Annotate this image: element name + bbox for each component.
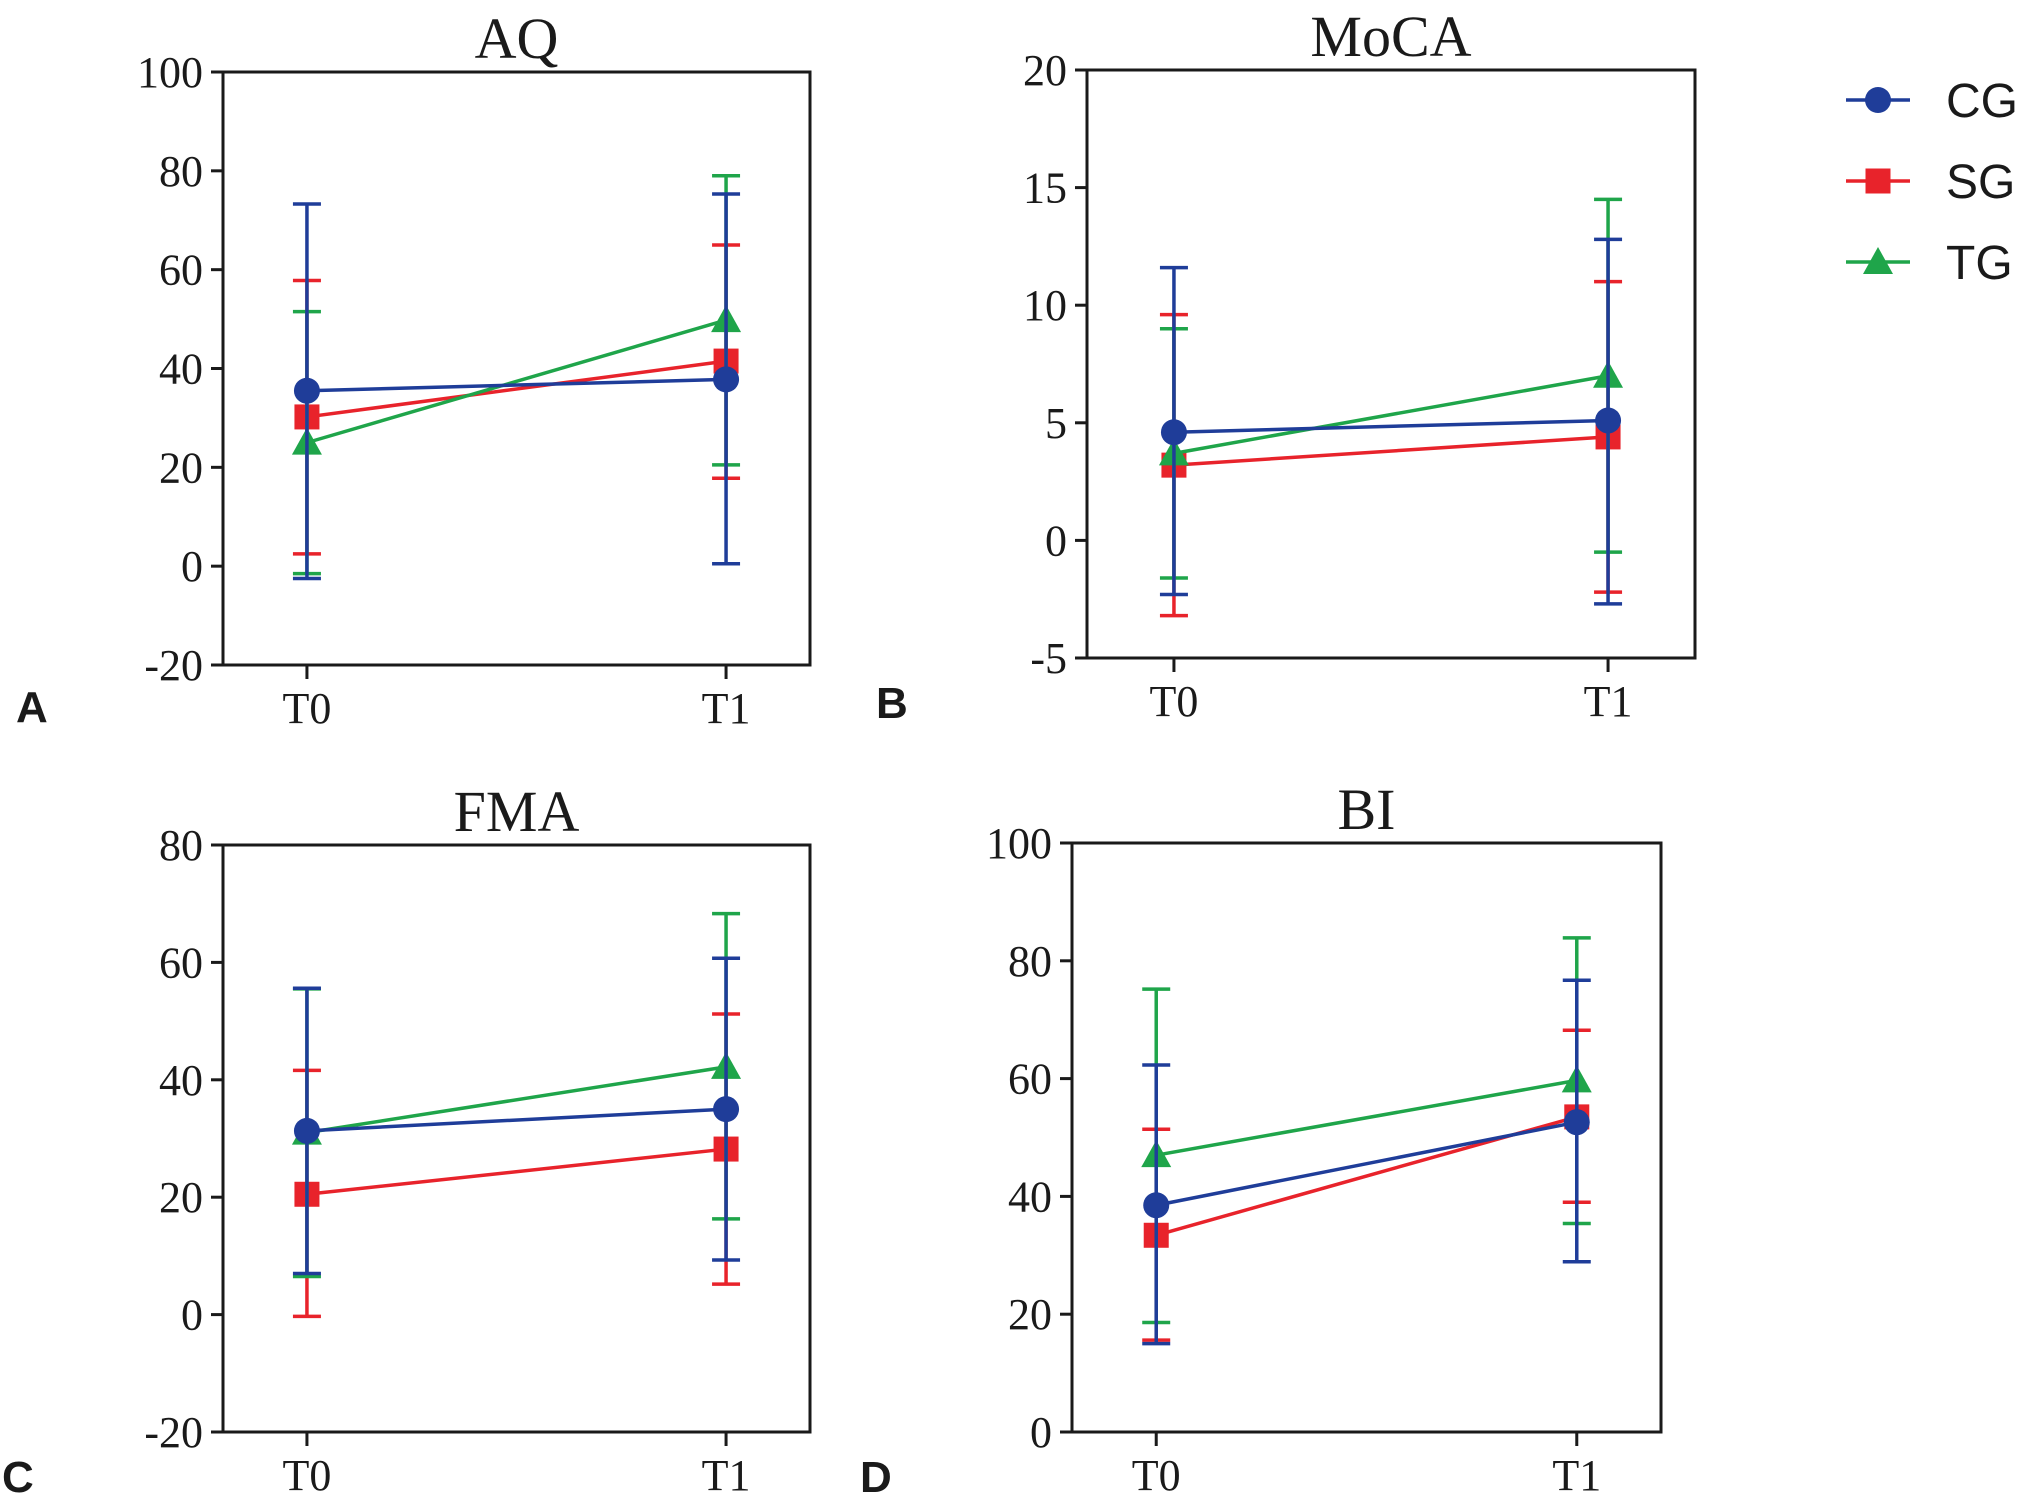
y-tick-label: 40	[159, 1056, 203, 1105]
series-line	[306, 377, 727, 393]
data-point-cg	[293, 377, 320, 404]
y-tick-label: 0	[181, 1291, 203, 1340]
series-cg	[292, 956, 741, 1276]
x-tick-label: T0	[1132, 1451, 1181, 1500]
y-tick-label: -20	[144, 1408, 203, 1457]
series-line	[306, 318, 727, 445]
data-point-cg	[1143, 1192, 1170, 1219]
y-tick-label: 20	[1008, 1290, 1052, 1339]
series-line	[306, 1107, 727, 1133]
legend: CG SG TG	[1846, 75, 2018, 290]
series-sg	[292, 1012, 741, 1319]
series-tg	[291, 911, 742, 1279]
series-line	[1173, 418, 1609, 434]
series-line	[1173, 435, 1609, 467]
series-line	[1155, 1078, 1578, 1157]
legend-item-tg: TG	[1846, 237, 2013, 290]
panel-letter: B	[876, 679, 908, 728]
y-tick-label: 20	[159, 443, 203, 492]
y-tick-label: 60	[1008, 1055, 1052, 1104]
series-tg	[1158, 197, 1624, 580]
y-tick-label: 80	[159, 821, 203, 870]
series-line	[1173, 374, 1609, 456]
panel-letter: D	[860, 1453, 892, 1502]
x-tick-label: T0	[1149, 677, 1198, 726]
panel-letter: C	[2, 1453, 34, 1502]
data-point-cg	[713, 1096, 740, 1123]
panel-fma: FMA C -20 0 20 40 60 80 T0 T1	[2, 779, 812, 1502]
series-line	[306, 359, 727, 419]
series-sg	[1142, 1028, 1591, 1342]
series-sg	[292, 243, 741, 556]
y-tick-label: 80	[159, 147, 203, 196]
series-sg	[1159, 279, 1623, 618]
data-point-cg	[1563, 1109, 1590, 1136]
legend-marker-circle	[1865, 87, 1891, 113]
legend-label: CG	[1946, 75, 2018, 128]
panel-letter: A	[16, 683, 48, 732]
y-tick-label: 10	[1023, 281, 1067, 330]
legend-label: SG	[1946, 156, 2015, 209]
x-tick-label: T0	[282, 684, 331, 733]
plot-frame	[1070, 841, 1663, 1434]
chart-title: AQ	[475, 6, 559, 71]
y-tick-label: 5	[1045, 399, 1067, 448]
series-cg	[1142, 978, 1591, 1346]
legend-label: TG	[1946, 237, 2013, 290]
x-tick-label: T1	[1584, 677, 1633, 726]
series-tg	[291, 174, 742, 576]
y-tick-label: 20	[159, 1173, 203, 1222]
chart-title: MoCA	[1310, 4, 1471, 69]
legend-item-cg: CG	[1846, 75, 2018, 128]
y-tick-label: 20	[1023, 46, 1067, 95]
chart-title: FMA	[454, 779, 580, 844]
x-tick-label: T1	[702, 1451, 751, 1500]
plot-frame	[1085, 68, 1697, 660]
y-tick-label: 40	[1008, 1172, 1052, 1221]
y-tick-label: 0	[1030, 1408, 1052, 1457]
x-tick-label: T1	[702, 684, 751, 733]
x-tick-label: T1	[1552, 1451, 1601, 1500]
legend-marker-triangle	[1863, 247, 1893, 274]
y-tick-label: -20	[144, 641, 203, 690]
data-point-cg	[1595, 407, 1622, 434]
legend-marker-square	[1865, 168, 1891, 194]
panel-bi: BI D 0 20 40 60 80 100 T0 T1	[860, 777, 1663, 1502]
y-tick-label: 15	[1023, 164, 1067, 213]
y-tick-label: 0	[181, 542, 203, 591]
series-cg	[292, 192, 741, 581]
series-cg	[1159, 237, 1623, 606]
y-tick-label: 100	[986, 819, 1052, 868]
panel-aq: AQ A -20 0 20 40 60 80 100 T0 T1	[16, 6, 812, 733]
series-line	[306, 1065, 727, 1135]
x-tick-label: T0	[282, 1451, 331, 1500]
y-tick-label: 60	[159, 938, 203, 987]
series-line	[306, 1147, 727, 1197]
y-tick-label: 60	[159, 246, 203, 295]
legend-item-sg: SG	[1846, 156, 2015, 209]
y-tick-label: 0	[1045, 516, 1067, 565]
y-tick-label: -5	[1030, 634, 1067, 683]
chart-title: BI	[1338, 777, 1396, 842]
y-tick-label: 80	[1008, 937, 1052, 986]
data-point-cg	[1160, 419, 1187, 446]
y-tick-label: 100	[137, 48, 203, 97]
y-tick-label: 40	[159, 345, 203, 394]
plot-frame	[221, 843, 812, 1434]
panel-moca: MoCA B -5 0 5 10 15 20 T0 T1	[876, 4, 1697, 728]
series-line	[1155, 1120, 1578, 1207]
data-point-cg	[293, 1117, 320, 1144]
data-point-cg	[713, 366, 740, 393]
